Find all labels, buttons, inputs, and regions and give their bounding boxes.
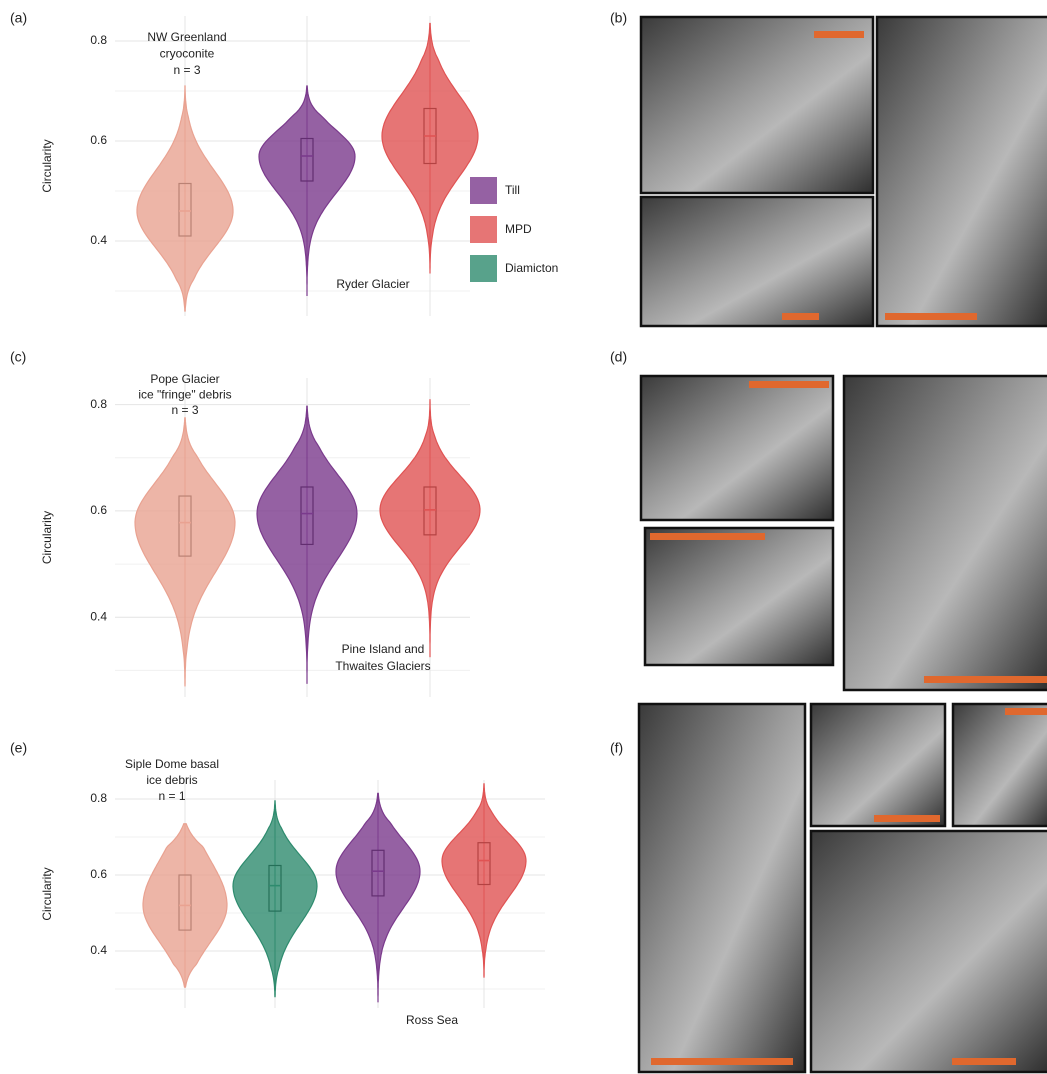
sem-image	[951, 702, 1047, 828]
sem-image	[639, 195, 875, 328]
scale-bar	[874, 815, 940, 822]
panel-label: (f)	[610, 740, 623, 756]
annotation: Siple Dome basal	[125, 757, 219, 771]
site-label: Ryder Glacier	[336, 277, 409, 291]
legend-label: Diamicton	[505, 261, 558, 275]
scale-bar	[749, 381, 829, 388]
sem-image	[809, 829, 1047, 1074]
box	[178, 495, 192, 557]
sem-images	[637, 15, 1047, 1074]
box	[423, 486, 437, 536]
y-axis-label: Circularity	[40, 139, 54, 192]
scale-bar	[814, 31, 864, 38]
panel-label: (a)	[10, 10, 27, 26]
y-axis-label: Circularity	[40, 867, 54, 920]
y-axis-label: Circularity	[40, 511, 54, 564]
sem-image	[643, 526, 835, 667]
box	[371, 849, 385, 897]
annotation: ice debris	[146, 773, 197, 787]
scale-bar	[651, 1058, 793, 1065]
scale-bar	[885, 313, 977, 320]
sem-image	[875, 15, 1047, 328]
annotation: Pope Glacier	[150, 372, 219, 386]
panel-label: (c)	[10, 349, 26, 365]
annotation: cryoconite	[160, 47, 215, 61]
sem-image	[639, 374, 835, 522]
y-tick-label: 0.6	[90, 503, 107, 517]
box	[178, 182, 192, 237]
sem-image	[842, 374, 1047, 692]
box	[300, 137, 314, 182]
panel-label: (b)	[610, 10, 627, 26]
annotation: n = 1	[158, 789, 185, 803]
panel-label: (d)	[610, 349, 627, 365]
panel-label: (e)	[10, 740, 27, 756]
y-tick-label: 0.4	[90, 609, 107, 623]
box	[268, 864, 282, 912]
box	[178, 874, 192, 931]
annotation: NW Greenland	[147, 30, 226, 44]
legend-label: MPD	[505, 222, 532, 236]
box	[477, 842, 491, 886]
sem-image	[809, 702, 947, 828]
sem-image	[639, 15, 875, 195]
y-tick-label: 0.6	[90, 133, 107, 147]
legend-label: Till	[505, 183, 520, 197]
y-tick-label: 0.4	[90, 233, 107, 247]
site-label: Thwaites Glaciers	[335, 659, 430, 673]
y-tick-label: 0.8	[90, 791, 107, 805]
annotation: n = 3	[171, 403, 198, 417]
scale-bar	[952, 1058, 1016, 1065]
legend-swatch	[470, 177, 497, 204]
scale-bar	[1005, 708, 1047, 715]
y-tick-label: 0.6	[90, 867, 107, 881]
site-label: Ross Sea	[406, 1013, 458, 1027]
annotation: n = 3	[173, 63, 200, 77]
site-label: Pine Island and	[342, 642, 425, 656]
box	[300, 486, 314, 546]
scale-bar	[924, 676, 1047, 683]
y-tick-label: 0.8	[90, 33, 107, 47]
scale-bar	[782, 313, 819, 320]
y-tick-label: 0.8	[90, 397, 107, 411]
sem-image	[637, 702, 807, 1074]
annotation: ice "fringe" debris	[138, 388, 231, 402]
y-tick-label: 0.4	[90, 943, 107, 957]
legend-swatch	[470, 255, 497, 282]
legend-swatch	[470, 216, 497, 243]
scale-bar	[650, 533, 765, 540]
